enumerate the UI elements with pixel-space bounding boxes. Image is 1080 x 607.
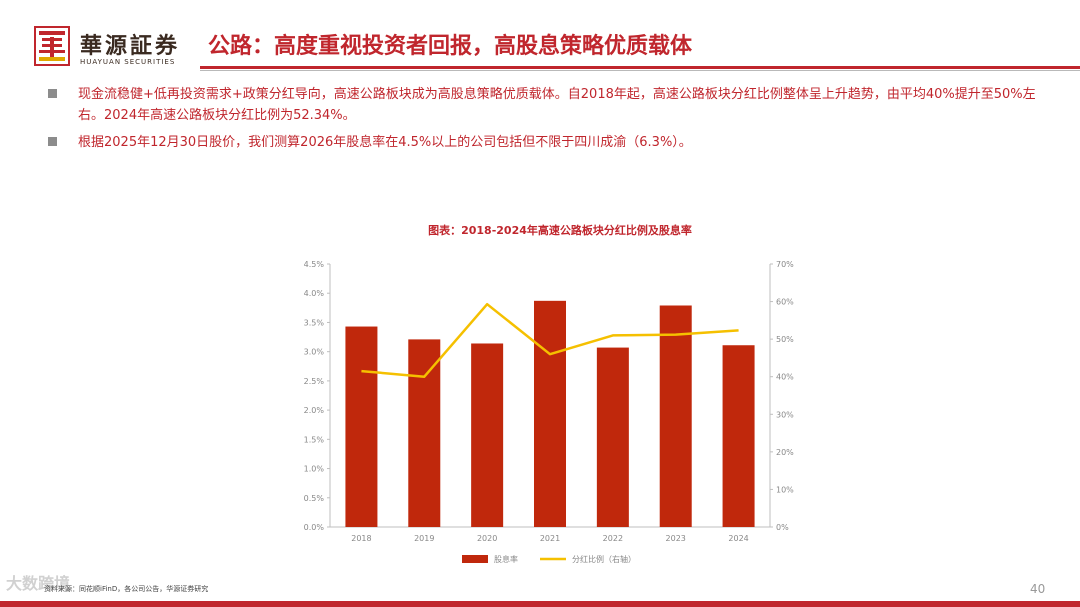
y-right-tick-label: 50%: [776, 335, 794, 344]
logo-seal-icon: [34, 26, 70, 66]
source-note: 资料来源：同花顺iFinD，各公司公告，华源证券研究: [44, 585, 209, 593]
bullet-list: 现金流稳健+低再投资需求+政策分红导向，高速公路板块成为高股息策略优质载体。自2…: [48, 84, 1058, 159]
y-left-tick-label: 3.0%: [304, 348, 325, 357]
bar-dividend-yield: [471, 343, 504, 527]
y-right-tick-label: 20%: [776, 448, 794, 457]
page-title: 公路：高度重视投资者回报，高股息策略优质载体: [208, 34, 693, 59]
bar-dividend-yield: [534, 300, 566, 527]
y-left-tick-label: 1.5%: [304, 435, 325, 444]
footer-bar: [0, 601, 1080, 607]
page-number: 40: [1030, 582, 1046, 596]
x-tick-label: 2022: [603, 534, 623, 543]
y-left-tick-label: 0.5%: [304, 494, 325, 503]
bullet-square-icon: [48, 137, 57, 146]
x-tick-label: 2021: [540, 534, 560, 543]
bar-dividend-yield: [659, 305, 692, 527]
x-tick-label: 2024: [728, 534, 748, 543]
bullet-text: 根据2025年12月30日股价，我们测算2026年股息率在4.5%以上的公司包括…: [78, 135, 692, 150]
watermark: 大数跨境: [6, 574, 71, 593]
logo-english-name: HUAYUAN SECURITIES: [80, 58, 176, 66]
y-left-tick-label: 1.0%: [304, 465, 325, 474]
y-left-tick-label: 2.0%: [304, 406, 325, 415]
legend-label-dividend-yield: 股息率: [494, 554, 518, 564]
x-tick-label: 2023: [666, 534, 686, 543]
legend-label-payout-ratio: 分红比例（右轴）: [572, 554, 636, 564]
x-tick-label: 2019: [414, 534, 434, 543]
bullet-square-icon: [48, 89, 57, 98]
x-tick-label: 2018: [351, 534, 371, 543]
header-rule: [200, 66, 1080, 69]
y-right-tick-label: 10%: [776, 485, 794, 494]
header-rule-thin: [200, 70, 1080, 71]
bar-dividend-yield: [408, 339, 441, 527]
company-logo: 華源証券 HUAYUAN SECURITIES: [34, 26, 204, 72]
y-left-tick-label: 4.0%: [304, 289, 325, 298]
y-right-tick-label: 40%: [776, 373, 794, 382]
y-right-tick-label: 60%: [776, 298, 794, 307]
header: 華源証券 HUAYUAN SECURITIES 公路：高度重视投资者回报，高股息…: [0, 0, 1080, 80]
y-left-tick-label: 4.5%: [304, 260, 325, 269]
bar-dividend-yield: [596, 347, 629, 527]
y-right-tick-label: 0%: [776, 523, 789, 532]
legend-swatch-dividend-yield: [462, 555, 488, 563]
y-left-tick-label: 0.0%: [304, 523, 325, 532]
y-right-tick-label: 30%: [776, 410, 794, 419]
bar-dividend-yield: [722, 345, 755, 527]
y-left-tick-label: 3.5%: [304, 318, 325, 327]
bullet-item: 现金流稳健+低再投资需求+政策分红导向，高速公路板块成为高股息策略优质载体。自2…: [48, 84, 1058, 126]
y-left-tick-label: 2.5%: [304, 377, 325, 386]
chart-title: 图表：2018-2024年高速公路板块分红比例及股息率: [428, 224, 692, 237]
logo-chinese-name: 華源証券: [80, 33, 181, 59]
x-tick-label: 2020: [477, 534, 497, 543]
bullet-item: 根据2025年12月30日股价，我们测算2026年股息率在4.5%以上的公司包括…: [48, 132, 1058, 153]
bar-dividend-yield: [345, 326, 378, 527]
y-right-tick-label: 70%: [776, 260, 794, 269]
bullet-text: 现金流稳健+低再投资需求+政策分红导向，高速公路板块成为高股息策略优质载体。自2…: [78, 87, 1036, 123]
